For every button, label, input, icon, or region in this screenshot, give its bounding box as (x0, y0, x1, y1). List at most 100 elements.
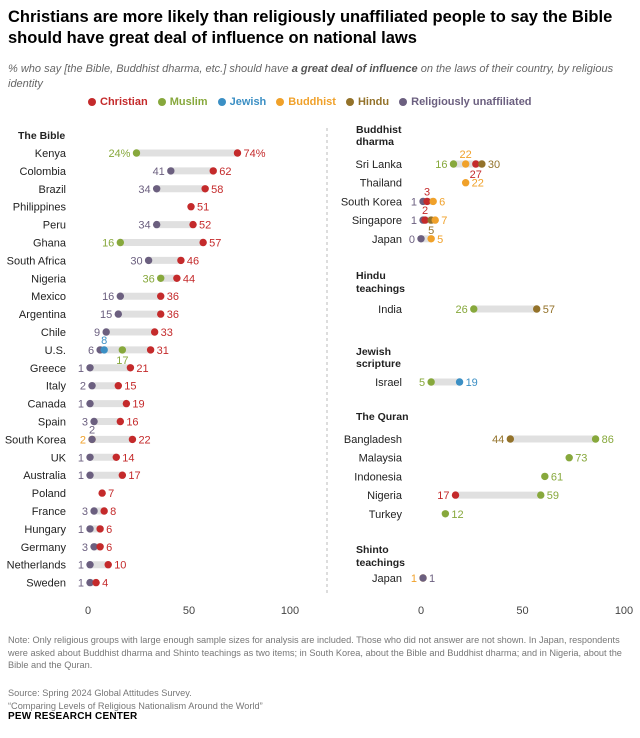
dot-kenya-muslim (132, 149, 141, 157)
value-label-peru-religiously-unaffiliated: 34 (138, 220, 150, 232)
value-label-nigeria-muslim: 36 (142, 273, 154, 285)
dot-spain-christian (116, 417, 125, 426)
group-title-jewish-scripture-line-1: Jewish (356, 346, 391, 358)
dot-israel-jewish (455, 378, 464, 386)
value-label-south-korea-buddhist: 6 (439, 196, 445, 208)
dot-hungary-religiously-unaffiliated (86, 525, 94, 533)
value-label-kenya-christian: 74% (243, 148, 265, 160)
subtitle-pre: % who say [the Bible, Buddhist dharma, e… (8, 63, 292, 75)
value-label-hungary-religiously-unaffiliated: 1 (78, 524, 84, 536)
value-label-uk-christian: 14 (122, 452, 134, 464)
legend-label-buddhist: Buddhist (288, 96, 336, 108)
value-label-thailand-buddhist: 22 (472, 178, 484, 190)
dot-sri-lanka-muslim (449, 160, 458, 168)
value-label-peru-christian: 52 (199, 220, 211, 232)
country-label-japan: Japan (372, 234, 402, 246)
dot-sri-lanka-hindu (478, 160, 486, 168)
legend-label-jewish: Jewish (229, 96, 267, 108)
dot-greece-christian (126, 364, 135, 372)
value-label-poland-christian: 7 (108, 488, 114, 500)
value-label-israel-muslim: 5 (419, 377, 425, 389)
pew-logo-text: PEW RESEARCH CENTER (8, 711, 138, 722)
dot-uk-christian (112, 453, 120, 461)
dot-singapore-christian (421, 216, 429, 224)
value-label-singapore-religiously-unaffiliated: 1 (411, 215, 417, 227)
value-label-turkey-muslim: 12 (451, 509, 463, 521)
legend-label-hindu: Hindu (357, 96, 390, 108)
source-line: Source: Spring 2024 Global Attitudes Sur… (8, 688, 192, 698)
value-label-south-korea-religiously-unaffiliated: 1 (411, 196, 417, 208)
dot-mexico-christian (157, 292, 165, 300)
value-label-malaysia-muslim: 73 (575, 453, 587, 465)
country-label-hungary: Hungary (24, 524, 66, 536)
right-axis-tick-50: 50 (516, 605, 528, 617)
value-label-australia-christian: 17 (128, 470, 140, 482)
country-label-germany: Germany (21, 542, 67, 554)
dot-peru-christian (189, 220, 197, 229)
group-title-buddhist-dharma-line-1: Buddhist (356, 124, 402, 136)
value-label-greece-christian: 21 (136, 363, 148, 375)
value-label-colombia-christian: 62 (219, 166, 231, 178)
dot-argentina-religiously-unaffiliated (114, 310, 123, 318)
dot-spain-religiously-unaffiliated (90, 417, 98, 426)
legend-muslim: Muslim (157, 96, 208, 108)
dot-south-korea-buddhist (429, 197, 437, 206)
chart-source: Source: Spring 2024 Global Attitudes Sur… (8, 687, 633, 712)
dot-chile-christian (150, 328, 159, 336)
dot-netherlands-religiously-unaffiliated (86, 561, 94, 569)
group-title-shinto-teachings-line-2: teachings (356, 557, 405, 569)
legend-label-religiously-unaffiliated: Religiously unaffiliated (411, 96, 532, 108)
dot-germany-christian (96, 543, 104, 551)
value-label-south-africa-christian: 46 (187, 255, 199, 267)
country-label-spain: Spain (38, 417, 66, 429)
value-label-ghana-muslim: 16 (102, 238, 114, 250)
value-label-japan-religiously-unaffiliated: 1 (429, 573, 435, 585)
country-label-kenya: Kenya (35, 148, 67, 160)
country-label-bangladesh: Bangladesh (344, 434, 402, 446)
group-title-hindu-teachings-line-2: teachings (356, 283, 405, 295)
subtitle-bold: a great deal of influence (291, 63, 418, 75)
country-label-thailand: Thailand (360, 178, 402, 190)
value-label-south-korea-religiously-unaffiliated: 2 (89, 424, 95, 436)
country-label-poland: Poland (32, 488, 66, 500)
value-label-japan-buddhist: 1 (411, 573, 417, 585)
dot-singapore-buddhist (431, 216, 439, 224)
dot-argentina-christian (157, 310, 165, 318)
dot-netherlands-christian (104, 561, 112, 569)
dot-nigeria-christian (451, 491, 460, 499)
country-label-greece: Greece (30, 363, 66, 375)
value-label-south-korea-buddhist: 2 (80, 434, 86, 446)
group-title-jewish-scripture-line-2: scripture (356, 358, 401, 370)
value-label-netherlands-religiously-unaffiliated: 1 (78, 560, 84, 572)
value-label-italy-christian: 15 (124, 381, 136, 393)
country-label-france: France (32, 506, 66, 518)
dot-japan-buddhist (427, 235, 435, 243)
dot-japan-religiously-unaffiliated (417, 235, 425, 243)
value-label-spain-christian: 16 (126, 417, 138, 429)
value-label-brazil-christian: 58 (211, 184, 223, 196)
left-axis-tick-50: 50 (183, 605, 195, 617)
report-line: “Comparing Levels of Religious Nationali… (8, 700, 263, 711)
country-label-argentina: Argentina (19, 309, 67, 321)
dot-thailand-buddhist (461, 179, 470, 187)
value-label-kenya-muslim: 24% (108, 148, 130, 160)
dot-south-korea-religiously-unaffiliated (88, 435, 96, 444)
dot-bangladesh-hindu (506, 435, 515, 443)
dot-kenya-christian (233, 149, 242, 157)
group-title-shinto-teachings-line-1: Shinto (356, 544, 389, 556)
dot-u-s-jewish (100, 346, 108, 354)
dot-poland-christian (98, 489, 106, 497)
dot-uk-religiously-unaffiliated (86, 453, 94, 461)
dot-canada-christian (122, 399, 131, 408)
dot-brazil-religiously-unaffiliated (152, 185, 161, 193)
value-label-south-korea-christian: 3 (424, 186, 430, 198)
left-axis-tick-100: 100 (281, 605, 299, 617)
dot-turkey-muslim (441, 510, 450, 518)
country-label-brazil: Brazil (38, 184, 66, 196)
country-label-canada: Canada (27, 399, 66, 411)
value-label-mexico-religiously-unaffiliated: 16 (102, 291, 114, 303)
country-label-mexico: Mexico (31, 291, 66, 303)
value-label-south-africa-religiously-unaffiliated: 30 (130, 255, 142, 267)
country-label-colombia: Colombia (20, 166, 67, 178)
